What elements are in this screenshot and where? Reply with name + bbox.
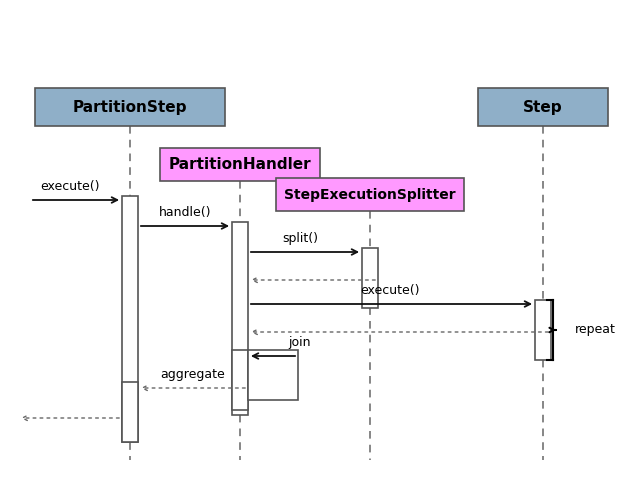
Bar xyxy=(122,382,138,442)
Bar xyxy=(232,350,248,410)
Text: repeat: repeat xyxy=(575,324,616,336)
Bar xyxy=(232,222,248,415)
Bar xyxy=(122,196,138,442)
Bar xyxy=(35,88,225,126)
Bar xyxy=(362,248,378,308)
Text: aggregate: aggregate xyxy=(160,368,225,381)
Text: execute(): execute() xyxy=(40,180,100,193)
Bar xyxy=(276,178,464,211)
Text: execute(): execute() xyxy=(360,284,420,297)
Text: PartitionStep: PartitionStep xyxy=(73,100,187,114)
Text: handle(): handle() xyxy=(159,206,211,219)
Text: StepExecutionSplitter: StepExecutionSplitter xyxy=(284,188,456,201)
Text: join: join xyxy=(289,336,311,349)
Bar xyxy=(478,88,608,126)
Text: Step: Step xyxy=(523,100,563,114)
Text: split(): split() xyxy=(282,232,318,245)
Bar xyxy=(248,350,298,400)
Bar xyxy=(535,300,551,360)
Text: PartitionHandler: PartitionHandler xyxy=(169,157,311,172)
Bar xyxy=(160,148,320,181)
